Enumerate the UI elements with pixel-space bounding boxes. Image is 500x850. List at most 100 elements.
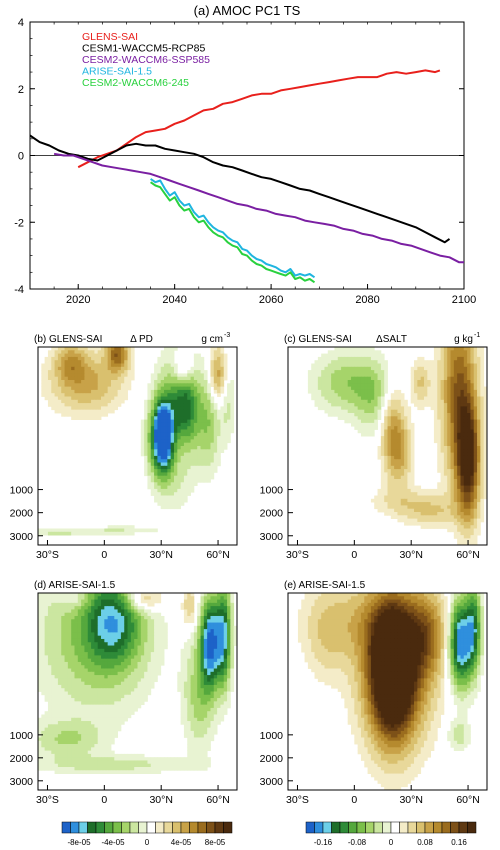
- contour-cell: [467, 436, 471, 440]
- contour-cell: [473, 389, 478, 394]
- contour-cell: [140, 419, 145, 424]
- contour-cell: [367, 389, 372, 394]
- contour-cell: [193, 472, 198, 477]
- contour-cell: [177, 455, 182, 460]
- contour-cell: [470, 535, 475, 539]
- contour-cell: [334, 383, 339, 387]
- contour-cell: [450, 528, 455, 533]
- contour-cell: [180, 406, 185, 411]
- contour-cell: [183, 413, 188, 417]
- contour-cell: [67, 638, 72, 643]
- contour-cell: [187, 459, 191, 463]
- contour-cell: [233, 632, 238, 637]
- contour-cell: [327, 363, 332, 368]
- contour-cell: [180, 383, 185, 387]
- contour-cell: [130, 353, 135, 358]
- contour-cell: [130, 347, 135, 351]
- contour-cell: [147, 416, 152, 420]
- contour-cell: [364, 380, 368, 384]
- contour-cell: [367, 396, 372, 401]
- contour-cell: [213, 363, 218, 368]
- contour-cell: [460, 370, 465, 374]
- contour-cell: [41, 638, 46, 643]
- contour-cell: [154, 593, 158, 597]
- contour-cell: [213, 350, 218, 354]
- contour-cell: [47, 652, 52, 656]
- contour-cell: [207, 459, 211, 463]
- contour-cell: [117, 366, 122, 371]
- contour-cell: [127, 350, 132, 354]
- contour-cell: [473, 475, 478, 480]
- contour-cell: [87, 528, 92, 533]
- contour-cell: [190, 383, 195, 387]
- contour-cell: [457, 409, 461, 414]
- contour-cell: [360, 376, 365, 381]
- contour-cell: [407, 406, 412, 411]
- contour-cell: [77, 347, 82, 351]
- contour-cell: [110, 528, 115, 533]
- contour-cell: [183, 479, 188, 483]
- contour-cell: [187, 671, 191, 676]
- contour-cell: [77, 356, 82, 361]
- contour-cell: [460, 485, 465, 490]
- contour-cell: [430, 525, 435, 529]
- contour-cell: [473, 419, 478, 424]
- contour-cell: [190, 469, 195, 473]
- contour-cell: [74, 399, 79, 404]
- contour-cell: [450, 370, 455, 374]
- contour-cell: [203, 469, 208, 473]
- contour-cell: [154, 366, 158, 371]
- contour-cell: [423, 502, 428, 506]
- contour-cell: [477, 521, 481, 526]
- contour-cell: [38, 629, 42, 633]
- contour-cell: [317, 363, 322, 368]
- contour-cell: [200, 452, 205, 457]
- contour-cell: [470, 347, 475, 351]
- contour-cell: [357, 426, 362, 430]
- contour-cell: [210, 399, 215, 404]
- contour-cell: [61, 406, 65, 411]
- contour-cell: [187, 652, 191, 656]
- contour-cell: [97, 350, 102, 354]
- contour-cell: [51, 347, 55, 351]
- contour-cell: [443, 498, 448, 503]
- contour-cell: [453, 439, 458, 444]
- contour-cell: [387, 462, 392, 467]
- contour-cell: [207, 426, 211, 430]
- contour-cell: [61, 635, 65, 640]
- contour-cell: [97, 383, 102, 387]
- contour-cell: [450, 475, 455, 480]
- contour-cell: [437, 389, 441, 394]
- contour-cell: [144, 528, 148, 533]
- contour-cell: [437, 386, 441, 391]
- contour-cell: [197, 612, 201, 617]
- contour-cell: [407, 419, 412, 424]
- contour-cell: [397, 518, 402, 523]
- contour-cell: [183, 596, 188, 600]
- contour-cell: [84, 602, 89, 607]
- contour-cell: [150, 671, 155, 676]
- contour-cell: [51, 635, 55, 640]
- contour-cell: [130, 531, 135, 536]
- contour-cell: [71, 638, 75, 643]
- contour-cell: [197, 479, 201, 483]
- contour-cell: [357, 399, 362, 404]
- contour-cell: [450, 347, 455, 351]
- contour-cell: [183, 661, 188, 666]
- contour-cell: [114, 350, 118, 354]
- contour-cell: [74, 366, 79, 371]
- contour-cell: [164, 479, 168, 483]
- contour-cell: [377, 505, 382, 510]
- contour-cell: [91, 403, 95, 407]
- contour-cell: [467, 518, 471, 523]
- contour-cell: [430, 383, 435, 387]
- contour-cell: [61, 393, 65, 397]
- contour-cell: [223, 629, 228, 633]
- contour-cell: [440, 521, 445, 526]
- contour-cell: [223, 376, 228, 381]
- contour-cell: [150, 452, 155, 457]
- contour-cell: [407, 502, 412, 506]
- contour-cell: [384, 419, 388, 424]
- contour-cell: [470, 422, 475, 427]
- contour-cell: [200, 622, 205, 627]
